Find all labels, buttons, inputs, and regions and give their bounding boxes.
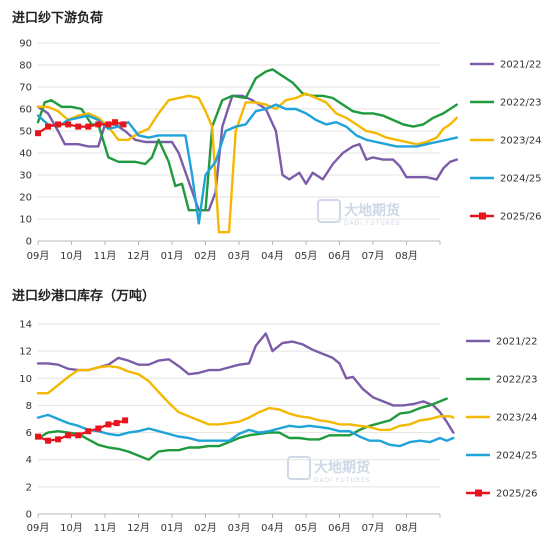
y-tick-label: 0 [26, 237, 32, 248]
legend-marker [475, 489, 482, 497]
series-line-2024-25 [36, 413, 455, 448]
y-tick-label: 90 [19, 39, 32, 50]
series-line-2023-24 [36, 92, 458, 234]
data-point-marker [75, 432, 82, 439]
legend-label: 2024/25 [496, 451, 538, 462]
x-tick-label: 02月 [194, 522, 217, 534]
watermark-logo: 大地期货 DADI FUTURES [287, 456, 371, 484]
y-tick-label: 60 [19, 105, 32, 116]
series-line-2024-25 [36, 103, 458, 225]
chart-port-inventory: 进口纱港口库存（万吨） 大地期货 DADI FUTURES 0 2 4 6 8 10 12 1… [12, 288, 538, 534]
series-line-2022-23 [36, 397, 448, 461]
legend-label: 2024/25 [500, 174, 542, 185]
x-tick-label: 01月 [161, 250, 184, 262]
series-line-2023-24 [36, 364, 455, 432]
x-tick-label: 06月 [328, 250, 351, 262]
data-point-marker [35, 433, 41, 440]
data-point-marker [122, 417, 129, 424]
data-point-marker [35, 130, 41, 137]
chart-title: 进口纱港口库存（万吨） [12, 288, 155, 304]
y-tick-label: 40 [19, 149, 32, 160]
data-point-marker [55, 436, 62, 443]
y-tick-label: 20 [19, 193, 32, 204]
data-point-marker [112, 119, 119, 126]
x-tick-label: 03月 [228, 522, 251, 534]
x-tick-label: 12月 [127, 522, 150, 534]
data-point-marker [105, 121, 112, 128]
x-tick-label: 09月 [27, 250, 50, 262]
x-tick-label: 01月 [161, 522, 184, 534]
y-tick-label: 0 [26, 510, 32, 521]
legend-label: 2021/22 [496, 337, 538, 348]
legend-label: 2023/24 [500, 136, 542, 147]
x-tick-label: 04月 [261, 522, 284, 534]
y-tick-label: 2 [26, 482, 32, 493]
watermark-text: 大地期货 [344, 202, 400, 219]
y-tick-label: 10 [19, 374, 32, 385]
y-tick-label: 80 [19, 61, 32, 72]
data-point-marker [120, 121, 127, 128]
x-tick-label: 05月 [295, 250, 318, 262]
legend-label: 2025/26 [496, 489, 538, 500]
data-point-marker [105, 421, 112, 428]
x-tick-label: 10月 [60, 250, 83, 262]
chart-download-load: 进口纱下游负荷 大地期货 DADI FUTURES 0 10 20 30 40 50 60 7… [12, 10, 542, 262]
x-tick-label: 02月 [194, 250, 217, 262]
y-tick-label: 6 [26, 428, 32, 439]
x-tick-label: 07月 [362, 250, 385, 262]
data-point-marker [55, 121, 62, 128]
y-tick-label: 8 [26, 401, 32, 412]
x-tick-label: 04月 [261, 250, 284, 262]
legend-marker [479, 212, 486, 220]
y-tick-label: 4 [26, 455, 32, 466]
x-tick-label: 11月 [94, 250, 117, 262]
x-tick-label: 09月 [27, 522, 50, 534]
data-point-marker [45, 437, 52, 444]
x-tick-label: 08月 [395, 522, 418, 534]
x-tick-label: 03月 [228, 250, 251, 262]
x-tick-label: 07月 [362, 522, 385, 534]
legend-label: 2023/24 [496, 413, 538, 424]
y-tick-label: 30 [19, 171, 32, 182]
data-point-marker [75, 123, 82, 130]
series-line-2022-23 [36, 68, 458, 212]
legend-label: 2021/22 [500, 60, 542, 71]
y-tick-label: 14 [19, 320, 32, 331]
data-point-marker [65, 432, 72, 439]
x-tick-label: 12月 [127, 250, 150, 262]
x-tick-label: 06月 [328, 522, 351, 534]
watermark-text: 大地期货 [314, 459, 370, 476]
y-tick-label: 10 [19, 215, 32, 226]
chart-title: 进口纱下游负荷 [12, 10, 103, 26]
series-line-2021-22 [36, 332, 455, 434]
data-point-marker [65, 121, 72, 128]
x-tick-label: 08月 [395, 250, 418, 262]
x-tick-label: 11月 [94, 522, 117, 534]
series-line-2025-26 [36, 419, 127, 442]
data-point-marker [95, 425, 102, 432]
data-point-marker [95, 121, 102, 128]
series-line-2025-26 [36, 121, 125, 135]
data-point-marker [85, 428, 92, 435]
watermark-subtext: DADI FUTURES [344, 220, 401, 227]
x-tick-label: 10月 [60, 522, 83, 534]
x-tick-label: 05月 [295, 522, 318, 534]
legend-label: 2022/23 [496, 375, 538, 386]
watermark-subtext: DADI FUTURES [314, 477, 371, 484]
data-point-marker [85, 123, 92, 130]
y-tick-label: 12 [19, 347, 32, 358]
y-tick-label: 50 [19, 127, 32, 138]
data-point-marker [45, 123, 52, 130]
y-tick-label: 70 [19, 83, 32, 94]
legend-label: 2025/26 [500, 212, 542, 223]
legend-label: 2022/23 [500, 98, 542, 109]
data-point-marker [113, 420, 120, 427]
watermark-logo: 大地期货 DADI FUTURES [317, 199, 401, 227]
